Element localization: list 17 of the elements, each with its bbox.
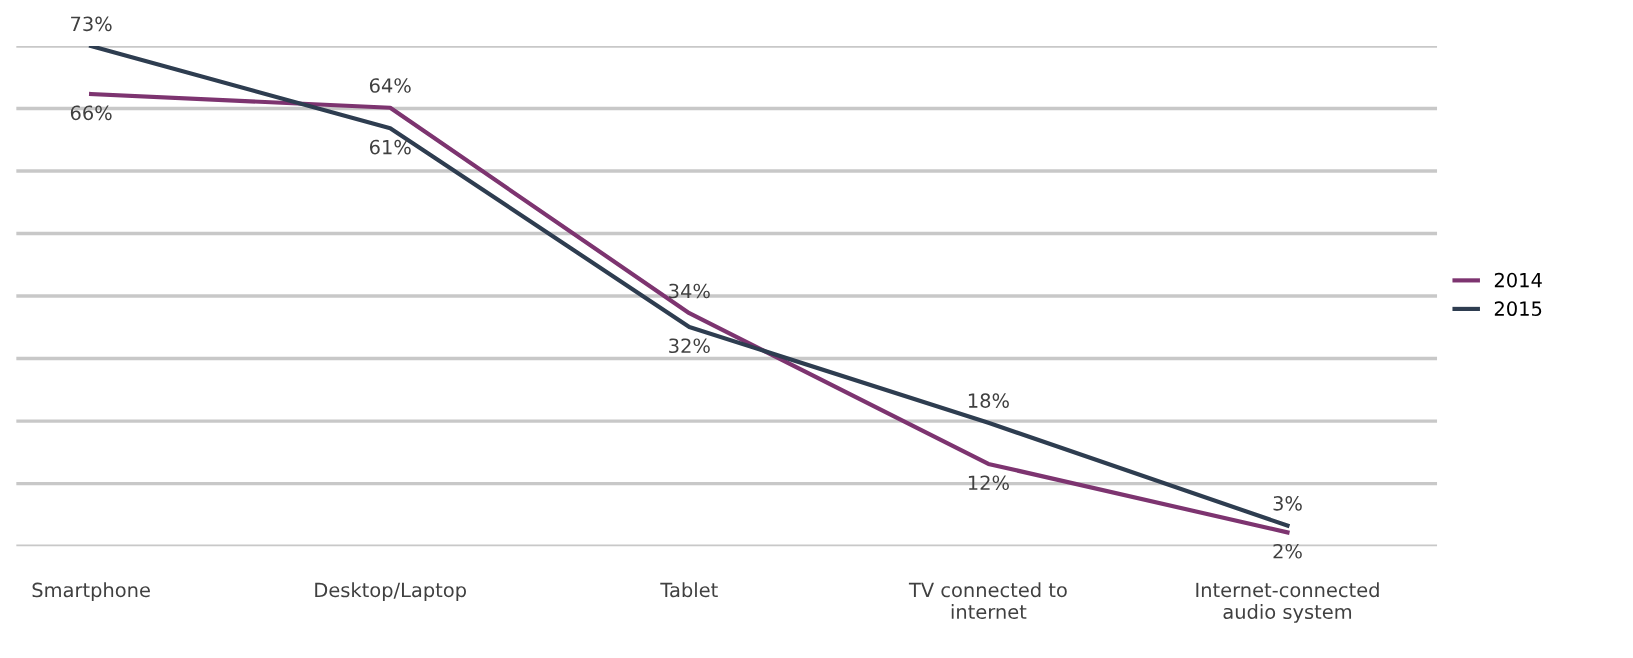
x-tick-label: Tablet <box>660 582 718 598</box>
legend-label: 2014 <box>1494 272 1542 288</box>
data-label: 64% <box>369 78 411 93</box>
data-label: 18% <box>968 393 1009 408</box>
data-label: 2% <box>1273 543 1302 559</box>
data-label: 12% <box>968 475 1009 491</box>
x-tick-label: Desktop/Laptop <box>315 582 466 602</box>
x-tick-label: TV connected to internet <box>908 582 1067 620</box>
data-label: 3% <box>1273 496 1302 511</box>
data-label: 61% <box>369 139 411 155</box>
data-label: 32% <box>669 338 710 354</box>
data-label: 66% <box>70 105 112 121</box>
x-tick-label: Smartphone <box>32 582 150 602</box>
data-label: 34% <box>669 283 710 299</box>
legend-label: 2015 <box>1494 301 1542 317</box>
x-tick-label: Internet-connected audio system <box>1196 582 1379 623</box>
data-label: 73% <box>71 16 112 32</box>
